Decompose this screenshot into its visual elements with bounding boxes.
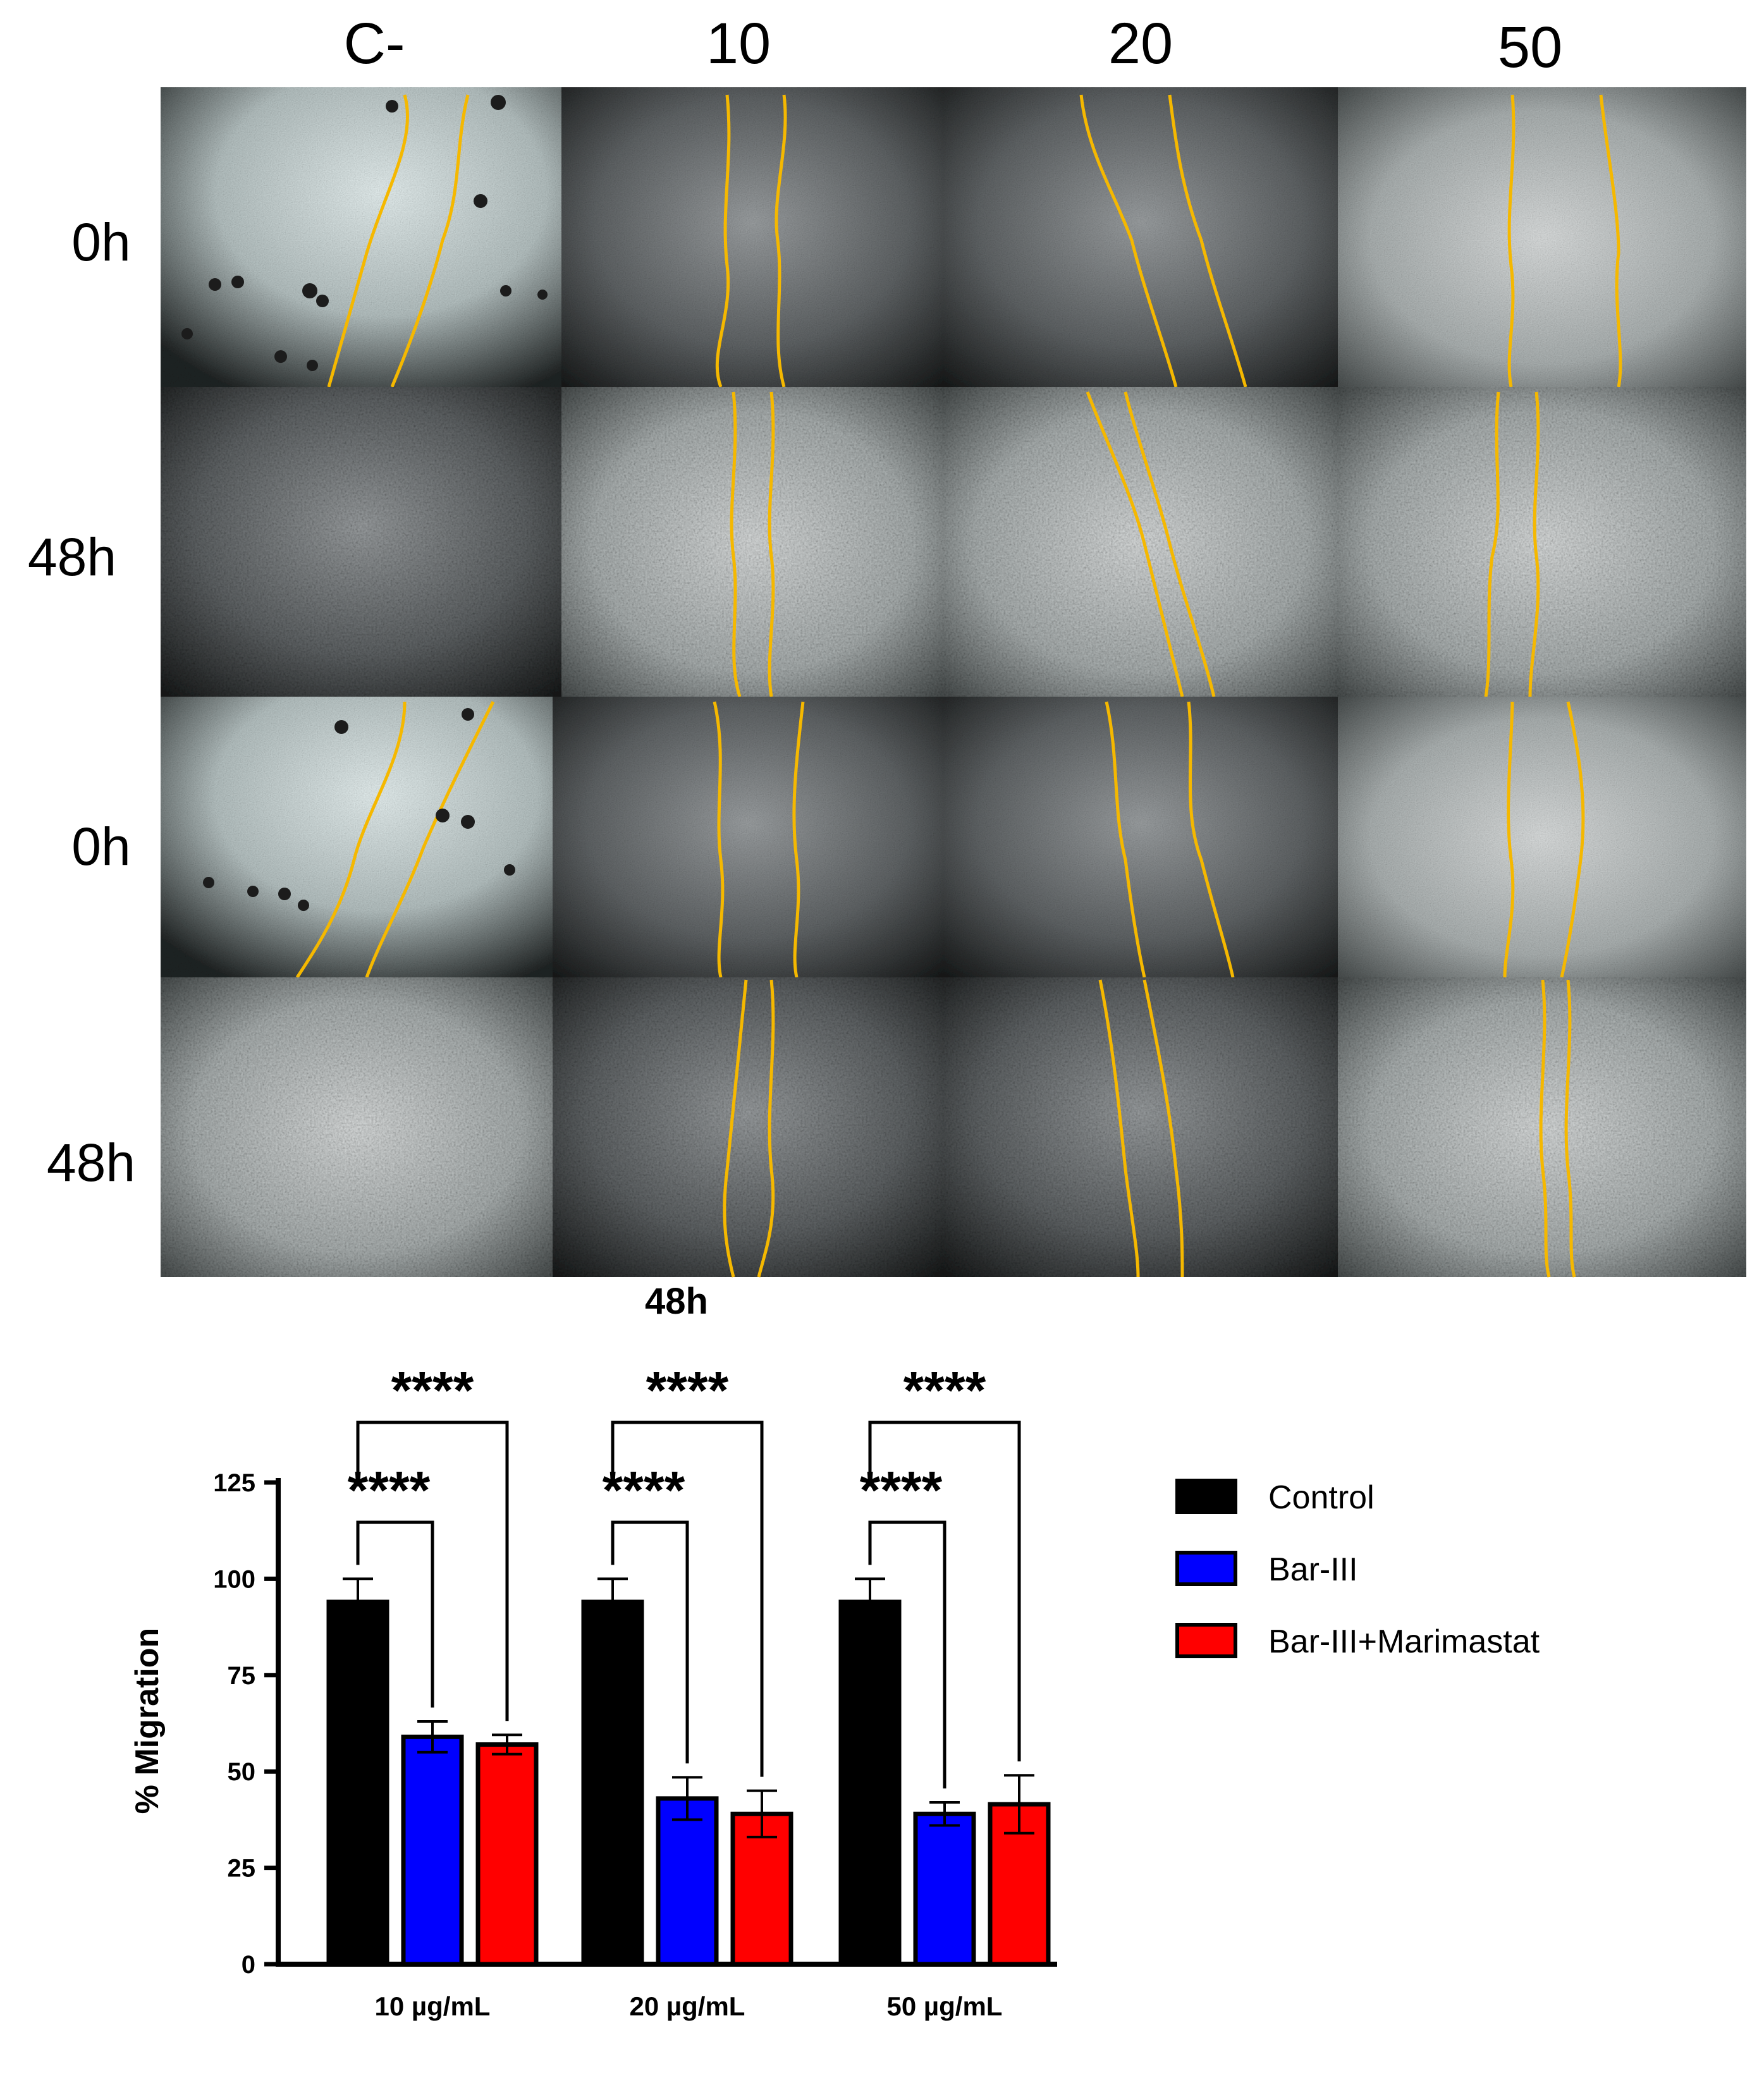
bar xyxy=(401,1734,464,1967)
significance-bracket xyxy=(611,1520,689,1764)
x-tick-label: 10 µg/mL xyxy=(375,1991,491,2021)
micrograph-r2-c1 xyxy=(161,387,561,697)
legend-swatch xyxy=(1175,1479,1237,1514)
row-label-0h-bottom: 0h xyxy=(71,817,130,876)
significance-bracket xyxy=(356,1520,434,1708)
row-label-48h-bottom: 48h xyxy=(47,1133,135,1192)
micrograph-r1-c3 xyxy=(943,87,1338,388)
micrograph-r4-c1 xyxy=(161,977,553,1277)
y-tick-label: 50 xyxy=(228,1758,256,1786)
significance-bracket xyxy=(356,1421,509,1721)
y-tick-label: 75 xyxy=(228,1662,256,1690)
micrograph-r1-c2 xyxy=(561,87,943,388)
micrograph-r1-c4 xyxy=(1338,87,1746,388)
micrograph-r2-c2 xyxy=(561,387,943,697)
micrograph-r3-c4 xyxy=(1338,697,1746,978)
significance-label: **** xyxy=(860,1460,943,1520)
legend: Control Bar-III Bar-III+Marimastat xyxy=(1175,1479,1540,1660)
legend-label: Control xyxy=(1268,1479,1375,1516)
column-label-10: 10 xyxy=(706,11,771,76)
legend-label: Bar-III+Marimastat xyxy=(1268,1623,1540,1660)
legend-swatch xyxy=(1175,1623,1237,1658)
y-tick-label: 100 xyxy=(213,1565,255,1593)
bar xyxy=(581,1599,644,1967)
bar xyxy=(475,1742,539,1967)
y-axis-ticks: 0 25 50 75 100 125 xyxy=(213,1469,278,1979)
significance-brackets: **** **** **** **** **** **** xyxy=(348,1360,1021,1788)
y-axis-label: % Migration xyxy=(129,1628,166,1814)
micrograph-r1-c1 xyxy=(161,87,561,388)
significance-label: **** xyxy=(391,1360,474,1420)
error-bars xyxy=(343,1577,1034,1838)
bar xyxy=(656,1796,719,1967)
significance-label: **** xyxy=(903,1360,986,1420)
significance-bracket xyxy=(868,1421,1021,1762)
significance-label: **** xyxy=(646,1360,729,1420)
micrograph-r4-c3 xyxy=(943,977,1338,1278)
row-label-0h-top: 0h xyxy=(71,212,130,272)
legend-swatch xyxy=(1175,1551,1237,1586)
column-label-50: 50 xyxy=(1498,15,1562,80)
micrograph-footer-label: 48h xyxy=(645,1281,708,1322)
y-tick-label: 0 xyxy=(242,1951,255,1979)
legend-label: Bar-III xyxy=(1268,1551,1358,1588)
y-tick-label: 25 xyxy=(228,1855,256,1883)
bar xyxy=(913,1811,976,1967)
column-label-control: C- xyxy=(343,11,405,76)
bar xyxy=(326,1599,389,1967)
micrograph-r3-c2 xyxy=(553,697,943,978)
y-tick-label: 125 xyxy=(213,1469,255,1497)
bar xyxy=(838,1599,902,1967)
significance-label: **** xyxy=(603,1460,685,1520)
significance-label: **** xyxy=(348,1460,431,1520)
category-labels: 10 µg/mL 20 µg/mL 50 µg/mL xyxy=(375,1991,1003,2021)
row-label-48h-top: 48h xyxy=(28,527,116,587)
micrograph-r4-c2 xyxy=(553,977,943,1278)
micrograph-r3-c1 xyxy=(161,697,553,979)
x-tick-label: 50 µg/mL xyxy=(887,1991,1003,2021)
micrograph-r3-c3 xyxy=(943,697,1338,978)
micrograph-r2-c4 xyxy=(1338,387,1746,697)
migration-bar-chart: 0 25 50 75 100 125 **** **** **** **** **** **** 1… xyxy=(129,1360,1057,2021)
significance-bracket xyxy=(611,1421,764,1777)
x-tick-label: 20 µg/mL xyxy=(630,1991,745,2021)
significance-bracket xyxy=(868,1520,946,1788)
micrograph-r2-c3 xyxy=(943,387,1338,697)
column-label-20: 20 xyxy=(1108,11,1173,76)
micrograph-grid xyxy=(161,87,1746,1278)
micrograph-r4-c4 xyxy=(1338,977,1746,1278)
